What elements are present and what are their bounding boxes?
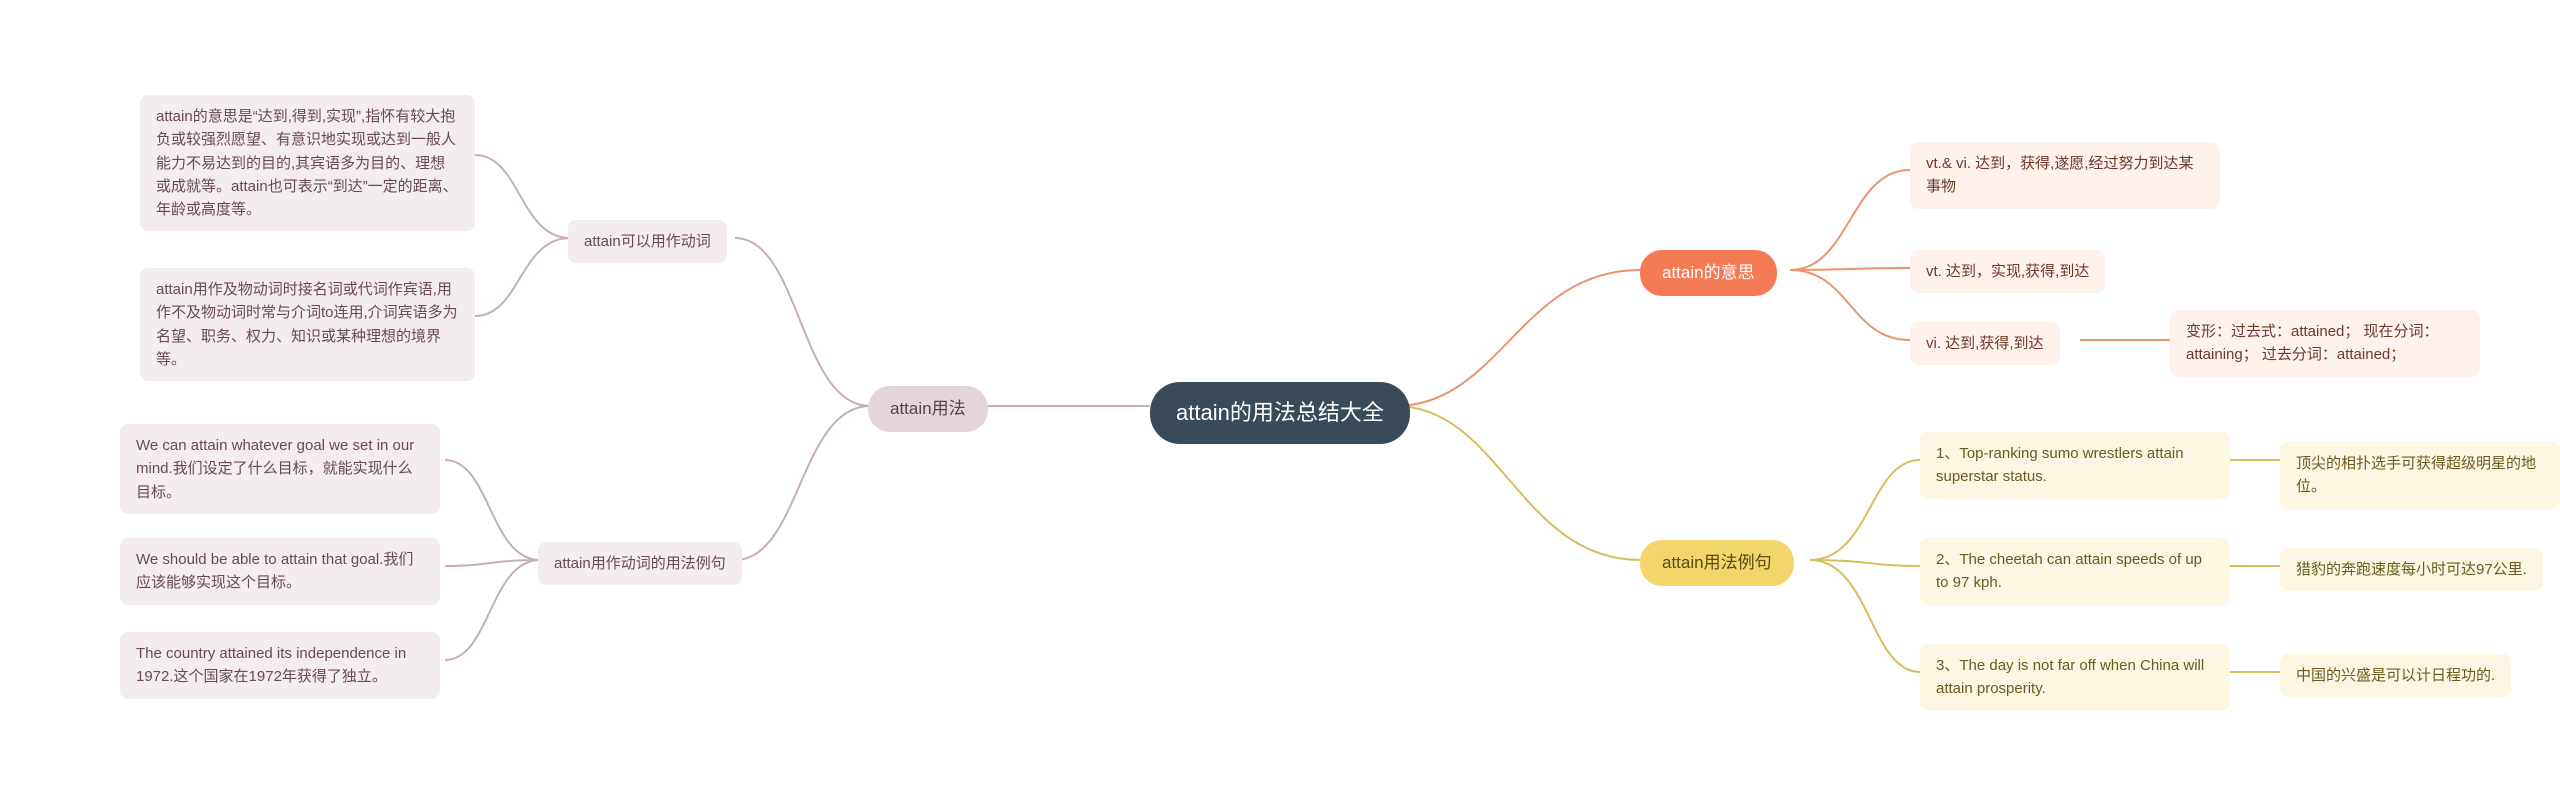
usage-sentence-3: The country attained its independence in… xyxy=(120,632,440,699)
usage-sentences-label[interactable]: attain用作动词的用法例句 xyxy=(538,542,742,585)
usage-sentence-2: We should be able to attain that goal.我们… xyxy=(120,538,440,605)
root-node[interactable]: attain的用法总结大全 xyxy=(1150,382,1410,444)
usage-verb-item-1: attain的意思是“达到,得到,实现”,指怀有较大抱负或较强烈愿望、有意识地实… xyxy=(140,95,475,231)
meaning-item-2: vt. 达到，实现,获得,到达 xyxy=(1910,250,2105,293)
meaning-item-3-extra: 变形：过去式：attained； 现在分词：attaining； 过去分词：at… xyxy=(2170,310,2480,377)
meaning-item-1: vt.& vi. 达到，获得,遂愿,经过努力到达某事物 xyxy=(1910,142,2220,209)
example-3: 3、The day is not far off when China will… xyxy=(1920,644,2230,711)
branch-examples[interactable]: attain用法例句 xyxy=(1640,540,1794,586)
example-1: 1、Top-ranking sumo wrestlers attain supe… xyxy=(1920,432,2230,499)
usage-sentence-1: We can attain whatever goal we set in ou… xyxy=(120,424,440,514)
example-1-extra: 顶尖的相扑选手可获得超级明星的地位。 xyxy=(2280,442,2560,509)
example-2-extra: 猎豹的奔跑速度每小时可达97公里. xyxy=(2280,548,2543,591)
example-3-extra: 中国的兴盛是可以计日程功的. xyxy=(2280,654,2511,697)
example-2: 2、The cheetah can attain speeds of up to… xyxy=(1920,538,2230,605)
branch-meaning[interactable]: attain的意思 xyxy=(1640,250,1777,296)
branch-usage[interactable]: attain用法 xyxy=(868,386,988,432)
usage-verb-label[interactable]: attain可以用作动词 xyxy=(568,220,727,263)
usage-verb-item-2: attain用作及物动词时接名词或代词作宾语,用作不及物动词时常与介词to连用,… xyxy=(140,268,475,381)
meaning-item-3: vi. 达到,获得,到达 xyxy=(1910,322,2060,365)
